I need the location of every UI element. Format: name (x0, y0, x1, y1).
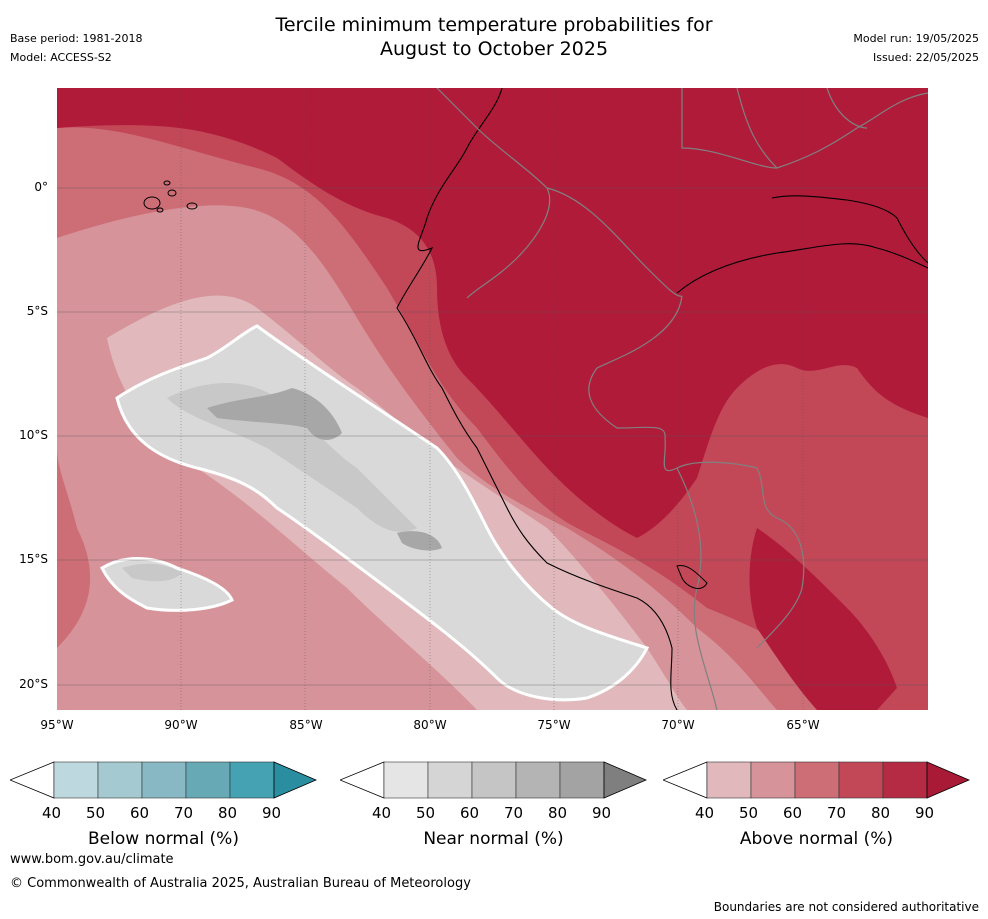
lat-label-4: 20°S (19, 677, 48, 691)
colorbar-below-svg (8, 761, 318, 799)
tick: 90 (915, 804, 935, 822)
region-above-80-east (835, 418, 928, 538)
amazon-river (676, 195, 928, 294)
tick: 60 (783, 804, 803, 822)
tick: 70 (174, 804, 194, 822)
colorbar-segment (559, 761, 605, 799)
region-near-70 (207, 388, 442, 551)
colorbar-near-svg (338, 761, 648, 799)
colorbar-upper-extension (926, 761, 971, 799)
colorbar-below: 40 50 60 70 80 90 Below normal (%) (8, 760, 318, 849)
title-line-1: Tercile minimum temperature probabilitie… (275, 14, 713, 36)
colorbar-segment (383, 761, 429, 799)
lon-label-1: 90°W (164, 718, 198, 732)
colorbar-segment (515, 761, 561, 799)
lake-titicaca (676, 564, 708, 589)
colorbar-segment (706, 761, 752, 799)
lat-label-1: 5°S (26, 304, 48, 318)
coastline (396, 88, 678, 710)
colorbar-above-ticks: 40 50 60 70 80 90 (663, 804, 970, 824)
lon-label-3: 80°W (413, 718, 447, 732)
colorbar-lower-extension (8, 761, 55, 799)
tick: 80 (218, 804, 238, 822)
colorbar-above-label: Above normal (%) (739, 829, 894, 849)
region-near-60-south (122, 563, 182, 582)
tick: 90 (262, 804, 282, 822)
copyright-text: © Commonwealth of Australia 2025, Austra… (10, 876, 471, 891)
tick: 50 (86, 804, 106, 822)
colorbar-segment (185, 761, 231, 799)
meta-left: Base period: 1981-2018 Model: ACCESS-S2 (10, 32, 142, 65)
colorbar-above-svg (661, 761, 971, 799)
colorbar-near-label: Near normal (%) (423, 829, 564, 849)
colorbar-segment (471, 761, 517, 799)
tick: 90 (592, 804, 612, 822)
website-link[interactable]: www.bom.gov.au/climate (10, 852, 174, 867)
region-above-90-east (749, 528, 897, 710)
title-line-2: August to October 2025 (379, 38, 609, 60)
disclaimer-text: Boundaries are not considered authoritat… (713, 900, 979, 914)
colorbar-segment (750, 761, 796, 799)
galapagos-islands (143, 180, 198, 213)
lon-label-6: 65°W (786, 718, 820, 732)
colorbar-below-ticks: 40 50 60 70 80 90 (10, 804, 317, 824)
lon-label-5: 70°W (661, 718, 695, 732)
tick: 80 (871, 804, 891, 822)
lon-label-4: 75°W (537, 718, 571, 732)
colorbar-segment (882, 761, 928, 799)
tick: 40 (372, 804, 392, 822)
issued-date: Issued: 22/05/2025 (872, 51, 979, 64)
tick: 40 (695, 804, 715, 822)
lon-label-0: 95°W (40, 718, 74, 732)
model-run: Model run: 19/05/2025 (853, 32, 979, 45)
gridlines (57, 88, 928, 710)
probability-map (57, 88, 928, 710)
lon-label-2: 85°W (289, 718, 323, 732)
chart-title: Tercile minimum temperature probabilitie… (0, 13, 988, 61)
tick: 50 (416, 804, 436, 822)
colorbar-segment (97, 761, 143, 799)
colorbar-segment (229, 761, 275, 799)
colorbar-near: 40 50 60 70 80 90 Near normal (%) (338, 760, 648, 849)
colorbar-segment (141, 761, 187, 799)
lat-label-0: 0° (34, 180, 48, 194)
tick: 70 (827, 804, 847, 822)
colorbar-above: 40 50 60 70 80 90 Above normal (%) (661, 760, 971, 849)
map-svg (57, 88, 928, 710)
colorbar-segment (838, 761, 884, 799)
colorbar-upper-extension (273, 761, 318, 799)
colorbar-segment (427, 761, 473, 799)
colorbar-below-label: Below normal (%) (88, 829, 239, 849)
meta-right: Model run: 19/05/2025 Issued: 22/05/2025 (853, 32, 979, 65)
tick: 50 (739, 804, 759, 822)
lat-label-2: 10°S (19, 428, 48, 442)
colorbar-lower-extension (661, 761, 708, 799)
region-near-60 (167, 383, 417, 532)
colorbar-segment (53, 761, 99, 799)
model-name: Model: ACCESS-S2 (10, 51, 112, 64)
tick: 60 (460, 804, 480, 822)
tick: 40 (42, 804, 62, 822)
tick: 70 (504, 804, 524, 822)
colorbar-near-ticks: 40 50 60 70 80 90 (340, 804, 647, 824)
base-period: Base period: 1981-2018 (10, 32, 143, 45)
tick: 80 (548, 804, 568, 822)
region-above-90 (57, 88, 928, 538)
colorbar-upper-extension (603, 761, 648, 799)
tick: 60 (130, 804, 150, 822)
colorbar-segment (794, 761, 840, 799)
colorbar-lower-extension (338, 761, 385, 799)
lat-label-3: 15°S (19, 552, 48, 566)
